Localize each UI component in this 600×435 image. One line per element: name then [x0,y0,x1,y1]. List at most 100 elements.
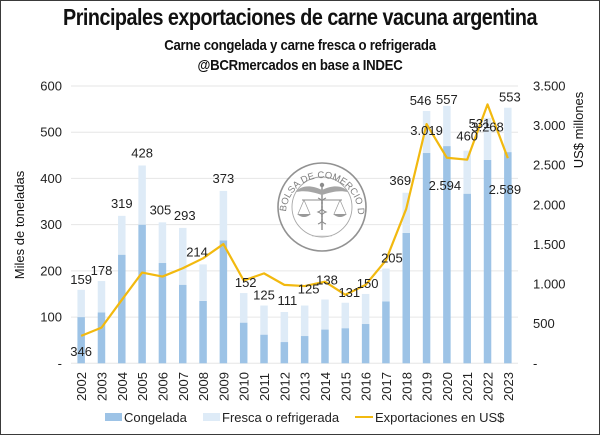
bar-congelada [199,300,207,364]
left-tick-label: 600 [40,79,62,94]
bar-fresca [443,105,451,147]
line-value-label: 3.019 [410,123,443,138]
bar-congelada [77,317,85,364]
x-tick-label: 2010 [237,372,252,401]
line-value-label: 2.594 [429,178,462,193]
total-label: 428 [131,145,153,160]
total-label: 546 [410,93,432,108]
total-label: 557 [436,92,458,107]
bar-congelada [504,152,512,364]
chart-title: Principales exportaciones de carne vacun… [63,4,537,30]
x-tick-label: 2014 [318,372,333,401]
legend-item: Exportaciones en US$ [355,410,505,425]
total-label: 138 [316,273,338,288]
total-label: 205 [381,251,403,266]
bar-congelada [158,263,167,364]
bar-congelada [402,232,410,364]
left-tick-label: - [58,356,62,371]
total-label: 159 [70,272,92,287]
total-label: 111 [277,293,297,308]
total-label: 293 [174,208,196,223]
x-tick-label: 2003 [94,372,109,401]
total-label: 460 [456,129,478,144]
bars [77,105,512,364]
total-label: 369 [389,173,411,188]
line-value-label: 346 [70,344,92,359]
bar-congelada [219,240,228,364]
bar-fresca [199,264,207,301]
legend-label: Congelada [124,410,188,425]
total-label: 214 [186,244,208,259]
bar-fresca [300,305,309,337]
bar-fresca [77,289,85,318]
right-axis-title: US$ millones [571,91,586,168]
bar-fresca [219,190,228,241]
x-tick-label: 2002 [74,372,89,401]
legend-item: Congelada [105,410,188,425]
legend-label: Fresca o refrigerada [222,410,340,425]
x-tick-label: 2022 [481,372,496,401]
bar-congelada [483,159,492,364]
bar-congelada [443,146,451,364]
bar-congelada [300,336,309,364]
x-tick-label: 2021 [460,372,475,401]
bar-congelada [260,334,268,364]
x-tick-label: 2006 [155,372,170,401]
bar-fresca [361,293,370,325]
total-label: 553 [499,90,521,105]
total-label: 152 [235,275,257,290]
x-tick-label: 2011 [257,373,272,401]
right-tick-label: 1.500 [533,237,566,252]
right-tick-label: - [533,356,537,371]
bar-congelada [382,301,390,364]
left-tick-label: 100 [40,310,62,325]
bar-congelada [341,328,350,364]
usd-line [80,103,509,337]
total-label: 125 [298,282,320,297]
bar-fresca [97,281,106,313]
x-tick-label: 2009 [216,372,231,401]
chart-source: @BCRmercados en base a INDEC [197,57,403,74]
total-label: 125 [253,288,275,303]
x-tick-label: 2012 [277,372,292,401]
right-tick-label: 3.500 [533,79,566,94]
bar-fresca [158,222,167,264]
left-tick-label: 200 [40,263,62,278]
total-label: 373 [213,171,235,186]
legend-item: Fresca o refrigerada [203,410,340,425]
bar-fresca [504,107,512,153]
left-tick-label: 500 [40,125,62,140]
x-tick-label: 2023 [501,372,516,401]
x-tick-label: 2013 [298,372,313,401]
bar-fresca [463,150,471,194]
bar-fresca [138,165,146,225]
x-tick-label: 2019 [420,372,435,401]
x-tick-label: 2018 [399,372,414,401]
x-tick-label: 2005 [135,372,150,401]
usd-line-path [80,103,509,337]
legend-swatch-icon [105,413,122,421]
right-tick-label: 2.500 [533,158,566,173]
x-tick-label: 2008 [196,372,211,401]
line-value-label: 3.268 [471,119,504,134]
bar-fresca [179,227,187,285]
bar-fresca [118,215,126,255]
bar-congelada [422,153,431,364]
bar-congelada [239,322,248,364]
right-tick-label: 500 [533,316,555,331]
x-tick-label: 2020 [440,372,455,401]
bar-fresca [422,110,431,154]
bar-fresca [483,117,492,160]
bar-congelada [280,342,289,364]
x-tick-label: 2004 [115,372,130,401]
total-label: 150 [357,276,379,291]
bar-congelada [179,284,187,364]
right-tick-label: 3.000 [533,118,566,133]
bar-fresca [260,305,268,335]
left-tick-label: 300 [40,217,62,232]
total-label: 178 [91,263,113,278]
x-tick-label: 2007 [176,372,191,401]
x-tick-label: 2017 [379,372,394,401]
